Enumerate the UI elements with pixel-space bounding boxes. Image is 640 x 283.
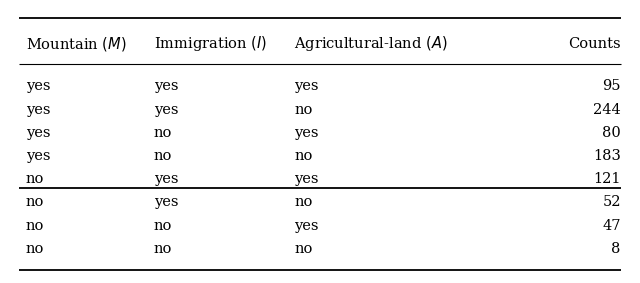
Text: 244: 244 — [593, 102, 621, 117]
Text: no: no — [294, 195, 313, 209]
Text: yes: yes — [154, 102, 178, 117]
Text: yes: yes — [26, 102, 50, 117]
Text: Immigration $(I)$: Immigration $(I)$ — [154, 34, 267, 53]
Text: yes: yes — [26, 149, 50, 163]
Text: yes: yes — [154, 195, 178, 209]
Text: yes: yes — [154, 172, 178, 186]
Text: Mountain $(M)$: Mountain $(M)$ — [26, 35, 126, 53]
Text: yes: yes — [294, 79, 319, 93]
Text: no: no — [154, 149, 172, 163]
Text: no: no — [26, 172, 44, 186]
Text: Agricultural-land $(A)$: Agricultural-land $(A)$ — [294, 34, 448, 53]
Text: no: no — [26, 242, 44, 256]
Text: no: no — [294, 242, 313, 256]
Text: yes: yes — [294, 172, 319, 186]
Text: no: no — [294, 149, 313, 163]
Text: 47: 47 — [602, 218, 621, 233]
Text: yes: yes — [294, 126, 319, 140]
Text: 8: 8 — [611, 242, 621, 256]
Text: no: no — [26, 195, 44, 209]
Text: 80: 80 — [602, 126, 621, 140]
Text: 95: 95 — [602, 79, 621, 93]
Text: yes: yes — [26, 79, 50, 93]
Text: no: no — [154, 126, 172, 140]
Text: 52: 52 — [602, 195, 621, 209]
Text: 183: 183 — [593, 149, 621, 163]
Text: no: no — [294, 102, 313, 117]
Text: yes: yes — [294, 218, 319, 233]
Text: no: no — [154, 242, 172, 256]
Text: yes: yes — [154, 79, 178, 93]
Text: Counts: Counts — [568, 37, 621, 51]
Text: yes: yes — [26, 126, 50, 140]
Text: no: no — [154, 218, 172, 233]
Text: no: no — [26, 218, 44, 233]
Text: 121: 121 — [593, 172, 621, 186]
